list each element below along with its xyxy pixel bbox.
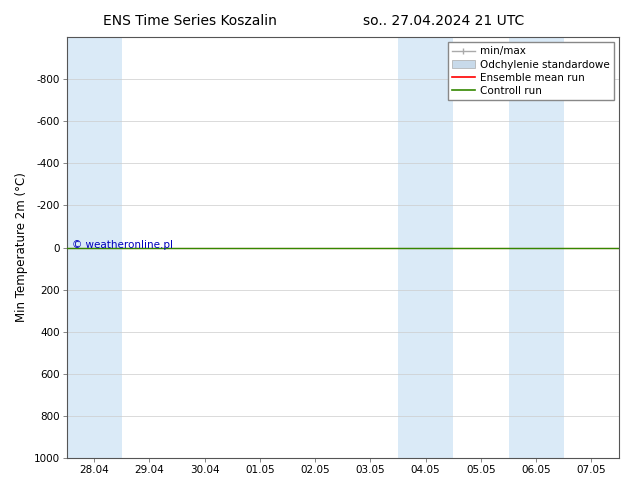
Legend: min/max, Odchylenie standardowe, Ensemble mean run, Controll run: min/max, Odchylenie standardowe, Ensembl…: [448, 42, 614, 100]
Bar: [398, 37, 453, 458]
Text: ENS Time Series Koszalin: ENS Time Series Koszalin: [103, 14, 277, 28]
Text: © weatheronline.pl: © weatheronline.pl: [72, 241, 173, 250]
Bar: [508, 37, 564, 458]
Text: so.. 27.04.2024 21 UTC: so.. 27.04.2024 21 UTC: [363, 14, 524, 28]
Bar: [67, 37, 122, 458]
Y-axis label: Min Temperature 2m (°C): Min Temperature 2m (°C): [15, 172, 28, 322]
